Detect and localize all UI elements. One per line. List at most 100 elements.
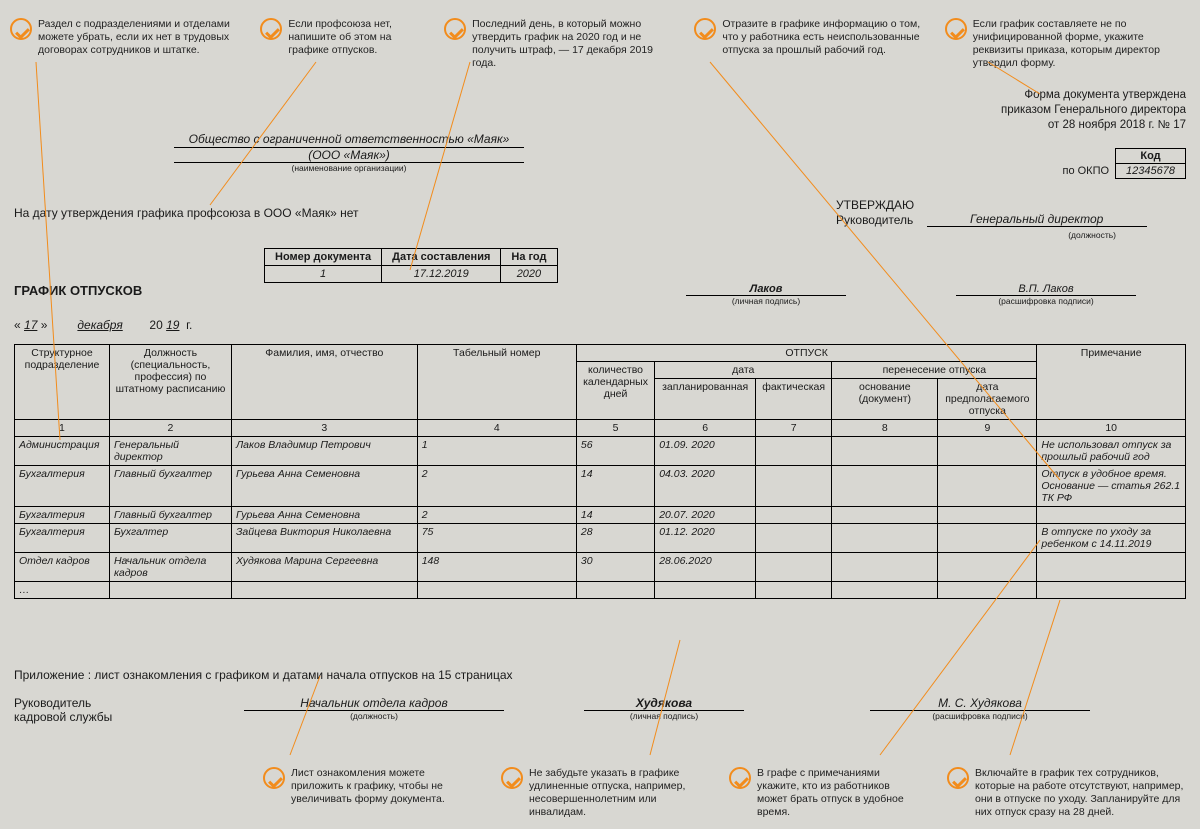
table-cell <box>1037 507 1186 524</box>
bottom-callouts: Лист ознакомления можете приложить к гра… <box>0 767 1200 820</box>
table-cell: 14 <box>576 466 654 507</box>
check-icon <box>260 18 282 40</box>
table-cell: Генеральный директор <box>109 437 231 466</box>
table-cell: Гурьева Анна Семеновна <box>231 466 417 507</box>
table-cell: В отпуске по уходу за ребенком с 14.11.2… <box>1037 524 1186 553</box>
callout: Раздел с подразделениями и отделами може… <box>10 18 236 71</box>
table-cell <box>832 507 938 524</box>
table-cell: 01.12. 2020 <box>655 524 756 553</box>
table-cell: 75 <box>417 524 576 553</box>
no-union-note: На дату утверждения графика профсоюза в … <box>14 206 359 220</box>
col-header: Примечание <box>1037 345 1186 420</box>
appendix-line: Приложение : лист ознакомления с графико… <box>14 668 513 682</box>
check-icon <box>947 767 969 789</box>
table-cell: Главный бухгалтер <box>109 466 231 507</box>
table-row: АдминистрацияГенеральный директорЛаков В… <box>15 437 1186 466</box>
org-block: Общество с ограниченной ответственностью… <box>174 132 524 173</box>
table-row: … <box>15 582 1186 599</box>
col-header: перенесение отпуска <box>832 362 1037 379</box>
callout: Не забудьте указать в графике удлиненные… <box>501 767 689 820</box>
col-header: количество календарных дней <box>576 362 654 420</box>
col-header: дата <box>655 362 832 379</box>
table-cell <box>1037 553 1186 582</box>
meta-header: На год <box>501 249 557 266</box>
table-cell: 20.07. 2020 <box>655 507 756 524</box>
callout: Если профсоюза нет, напишите об этом на … <box>260 18 420 71</box>
table-cell: Бухгалтерия <box>15 524 110 553</box>
table-cell <box>832 553 938 582</box>
table-cell: Главный бухгалтер <box>109 507 231 524</box>
table-row: БухгалтерияГлавный бухгалтерГурьева Анна… <box>15 507 1186 524</box>
code-table: Код по ОКПО12345678 <box>1052 148 1186 179</box>
date-day: 17 <box>24 318 37 332</box>
callout-text: Раздел с подразделениями и отделами може… <box>38 18 236 57</box>
callout: Если график составляете не по унифициров… <box>945 18 1190 71</box>
table-cell: 14 <box>576 507 654 524</box>
table-cell <box>756 524 832 553</box>
hr-head-label: Руководитель кадровой службы <box>14 696 134 724</box>
table-cell <box>938 437 1037 466</box>
table-cell <box>832 466 938 507</box>
callout: Лист ознакомления можете приложить к гра… <box>263 767 461 820</box>
table-cell: 2 <box>417 466 576 507</box>
approve-position: Генеральный директор <box>927 212 1147 227</box>
meta-value: 1 <box>265 266 382 283</box>
callout: В графе с примечаниями укажите, кто из р… <box>729 767 907 820</box>
okpo-label: по ОКПО <box>1052 164 1115 179</box>
meta-header: Дата составления <box>382 249 501 266</box>
form-approved-block: Форма документа утверждена приказом Гене… <box>936 88 1186 133</box>
table-cell: 56 <box>576 437 654 466</box>
check-icon <box>501 767 523 789</box>
table-cell: Бухгалтерия <box>15 466 110 507</box>
callout: Включайте в график тех сотрудников, кото… <box>947 767 1190 820</box>
table-cell: Начальник отдела кадров <box>109 553 231 582</box>
table-cell <box>832 524 938 553</box>
ellipsis: … <box>15 582 110 599</box>
number-row: 12345678910 <box>15 420 1186 437</box>
table-cell <box>756 466 832 507</box>
org-name: Общество с ограниченной ответственностью… <box>174 132 524 148</box>
hr-sign: Худякова <box>584 696 744 711</box>
approve-block: УТВЕРЖДАЮ Руководитель Генеральный дирек… <box>836 198 1186 241</box>
col-header: Структурное подразделение <box>15 345 110 420</box>
form-approved-line: от 28 ноября 2018 г. № 17 <box>936 118 1186 133</box>
sign-surname-cap: (личная подпись) <box>686 296 846 306</box>
col-header: Табельный номер <box>417 345 576 420</box>
table-cell: 2 <box>417 507 576 524</box>
table-cell: Гурьева Анна Семеновна <box>231 507 417 524</box>
table-cell <box>938 553 1037 582</box>
table-cell <box>832 437 938 466</box>
table-cell: 28 <box>576 524 654 553</box>
callout-text: Отразите в графике информацию о том, что… <box>722 18 920 57</box>
check-icon <box>694 18 716 40</box>
col-header: Фамилия, имя, отчество <box>231 345 417 420</box>
table-cell: 04.03. 2020 <box>655 466 756 507</box>
meta-header: Номер документа <box>265 249 382 266</box>
date-month: декабря <box>57 318 142 332</box>
org-caption: (наименование организации) <box>174 163 524 173</box>
table-cell: 01.09. 2020 <box>655 437 756 466</box>
table-cell: 148 <box>417 553 576 582</box>
table-cell: 1 <box>417 437 576 466</box>
hr-position: Начальник отдела кадров <box>244 696 504 711</box>
callout: Последний день, в который можно утвердит… <box>444 18 670 71</box>
table-cell: Не использовал отпуск за прошлый рабочий… <box>1037 437 1186 466</box>
hr-position-cap: (должность) <box>194 711 554 721</box>
table-cell: 28.06.2020 <box>655 553 756 582</box>
col-header: запланированная <box>655 379 756 420</box>
director-signature: Лаков (личная подпись) В.П. Лаков (расши… <box>686 283 1186 306</box>
org-name-short: (ООО «Маяк») <box>174 148 524 163</box>
callout-text: Если профсоюза нет, напишите об этом на … <box>288 18 420 57</box>
check-icon <box>945 18 967 40</box>
check-icon <box>10 18 32 40</box>
table-row: Отдел кадровНачальник отдела кадровХудяк… <box>15 553 1186 582</box>
callout: Отразите в графике информацию о том, что… <box>694 18 920 71</box>
col-header: основание (документ) <box>832 379 938 420</box>
table-cell: Отдел кадров <box>15 553 110 582</box>
table-cell: 30 <box>576 553 654 582</box>
table-cell: Администрация <box>15 437 110 466</box>
approve-word: УТВЕРЖДАЮ <box>836 198 1186 212</box>
col-header: дата предполагаемого отпуска <box>938 379 1037 420</box>
okpo-value: 12345678 <box>1116 164 1186 179</box>
table-cell <box>756 553 832 582</box>
